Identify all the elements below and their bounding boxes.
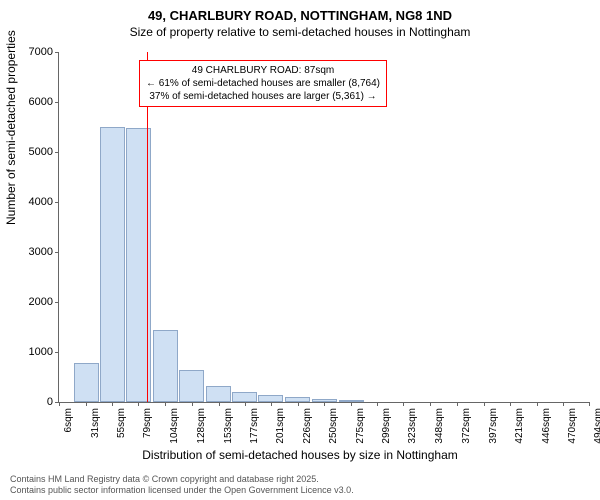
x-tick-mark <box>403 402 404 406</box>
chart-subtitle: Size of property relative to semi-detach… <box>0 25 600 39</box>
annotation-line-2: ← 61% of semi-detached houses are smalle… <box>146 77 380 90</box>
x-tick-mark <box>112 402 113 406</box>
x-tick-mark <box>192 402 193 406</box>
x-tick-mark <box>589 402 590 406</box>
histogram-bar <box>312 399 337 403</box>
x-tick-mark <box>86 402 87 406</box>
histogram-bar <box>285 397 310 403</box>
y-tick-mark <box>55 202 59 203</box>
footer-line-2: Contains public sector information licen… <box>10 485 354 496</box>
x-tick-mark <box>298 402 299 406</box>
histogram-bar <box>206 386 231 402</box>
x-tick-mark <box>59 402 60 406</box>
chart-title: 49, CHARLBURY ROAD, NOTTINGHAM, NG8 1ND <box>0 0 600 23</box>
x-tick-mark <box>510 402 511 406</box>
x-tick-label: 421sqm <box>514 408 525 444</box>
x-tick-mark <box>484 402 485 406</box>
x-tick-label: 372sqm <box>461 408 472 444</box>
x-tick-label: 31sqm <box>90 408 101 438</box>
chart-container: 49, CHARLBURY ROAD, NOTTINGHAM, NG8 1ND … <box>0 0 600 500</box>
x-tick-label: 55sqm <box>116 408 127 438</box>
y-tick-mark <box>55 252 59 253</box>
y-axis-label: Number of semi-detached properties <box>4 30 18 225</box>
footer-text: Contains HM Land Registry data © Crown c… <box>10 474 354 496</box>
y-tick-mark <box>55 152 59 153</box>
histogram-bar <box>153 330 178 402</box>
annotation-line-1: 49 CHARLBURY ROAD: 87sqm <box>146 64 380 77</box>
x-tick-label: 104sqm <box>169 408 180 444</box>
x-tick-label: 275sqm <box>355 408 366 444</box>
x-tick-label: 323sqm <box>407 408 418 444</box>
histogram-bar <box>258 395 283 403</box>
y-tick-mark <box>55 302 59 303</box>
x-tick-label: 299sqm <box>381 408 392 444</box>
y-tick-mark <box>55 102 59 103</box>
y-tick-mark <box>55 352 59 353</box>
x-tick-mark <box>457 402 458 406</box>
plot-area: 010002000300040005000600070006sqm31sqm55… <box>58 52 589 403</box>
x-tick-mark <box>324 402 325 406</box>
x-tick-label: 446sqm <box>541 408 552 444</box>
x-tick-label: 470sqm <box>567 408 578 444</box>
x-tick-label: 348sqm <box>434 408 445 444</box>
x-tick-mark <box>563 402 564 406</box>
x-tick-label: 250sqm <box>328 408 339 444</box>
x-tick-label: 79sqm <box>142 408 153 438</box>
x-tick-mark <box>377 402 378 406</box>
x-tick-label: 153sqm <box>223 408 234 444</box>
x-tick-label: 6sqm <box>63 408 74 432</box>
annotation-line-3: 37% of semi-detached houses are larger (… <box>146 90 380 103</box>
x-axis-label: Distribution of semi-detached houses by … <box>0 448 600 462</box>
x-tick-label: 397sqm <box>488 408 499 444</box>
x-tick-mark <box>165 402 166 406</box>
annotation-box: 49 CHARLBURY ROAD: 87sqm← 61% of semi-de… <box>139 60 387 107</box>
y-tick-mark <box>55 52 59 53</box>
x-tick-label: 177sqm <box>249 408 260 444</box>
x-tick-label: 128sqm <box>196 408 207 444</box>
x-tick-label: 226sqm <box>302 408 313 444</box>
histogram-bar <box>179 370 204 403</box>
footer-line-1: Contains HM Land Registry data © Crown c… <box>10 474 354 485</box>
x-tick-mark <box>271 402 272 406</box>
x-tick-mark <box>219 402 220 406</box>
x-tick-mark <box>537 402 538 406</box>
histogram-bar <box>100 127 125 402</box>
x-tick-mark <box>430 402 431 406</box>
x-tick-label: 494sqm <box>593 408 600 444</box>
x-tick-label: 201sqm <box>275 408 286 444</box>
x-tick-mark <box>351 402 352 406</box>
histogram-bar <box>74 363 99 402</box>
histogram-bar <box>232 392 257 402</box>
x-tick-mark <box>245 402 246 406</box>
x-tick-mark <box>138 402 139 406</box>
histogram-bar <box>339 400 364 403</box>
